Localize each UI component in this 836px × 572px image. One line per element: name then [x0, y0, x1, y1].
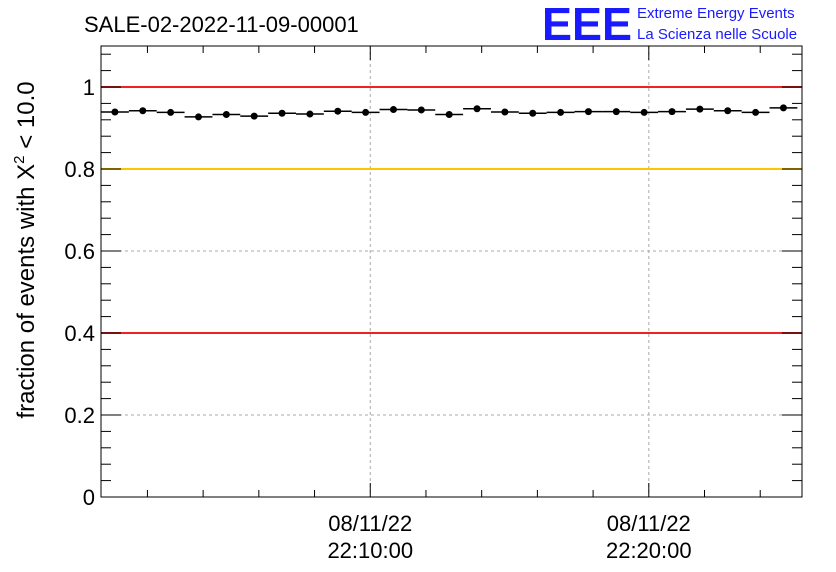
data-point-marker	[139, 107, 147, 115]
y-tick-label: 0.8	[64, 157, 95, 182]
data-point	[128, 107, 157, 115]
y-axis-title-prefix: fraction of events with	[13, 180, 40, 419]
x-tick-label-time: 22:20:00	[606, 538, 692, 563]
data-point-marker	[306, 110, 314, 118]
plot-frame	[100, 45, 803, 498]
x-tick-label-date: 08/11/22	[328, 511, 412, 536]
data-point-marker	[278, 109, 286, 117]
data-point	[463, 105, 491, 113]
y-axis-title: fraction of events with X2 < 10.0	[11, 81, 40, 418]
data-point-marker	[250, 112, 258, 120]
data-point-marker	[557, 108, 565, 116]
y-tick-label: 0.4	[64, 321, 95, 346]
data-point-marker	[501, 108, 509, 116]
y-tick-label: 0.6	[64, 239, 95, 264]
data-point-marker	[334, 107, 342, 115]
data-point	[323, 107, 352, 115]
x-tick-label-date: 08/11/22	[607, 511, 691, 536]
data-point	[212, 110, 241, 118]
data-point	[630, 108, 659, 116]
data-point	[240, 112, 269, 120]
data-point	[741, 108, 770, 116]
data-point	[713, 107, 742, 115]
data-point-marker	[752, 108, 760, 116]
logo-mark: EEE	[542, 0, 632, 50]
axis-ticks	[101, 46, 802, 498]
data-point	[351, 108, 380, 116]
chart-title: SALE-02-2022-11-09-00001	[84, 12, 359, 37]
data-point	[546, 108, 575, 116]
data-point-marker	[389, 106, 397, 114]
y-axis-title-superscript: 2	[11, 155, 28, 163]
data-point-marker	[222, 110, 230, 118]
data-point	[602, 108, 631, 116]
data-points	[101, 104, 798, 121]
data-point-marker	[194, 113, 202, 121]
reference-lines	[101, 86, 802, 334]
y-tick-label: 1	[83, 75, 95, 100]
data-point-marker	[417, 106, 425, 114]
data-point-marker	[779, 104, 787, 112]
y-tick-label: 0.2	[64, 403, 95, 428]
data-point-marker	[473, 105, 481, 113]
data-point-marker	[668, 108, 676, 116]
data-point	[295, 110, 324, 118]
data-point	[490, 108, 519, 116]
y-tick-labels: 0 0.2 0.4 0.6 0.8 1	[64, 75, 95, 510]
data-point-marker	[696, 105, 704, 113]
data-point-marker	[724, 107, 732, 115]
data-point	[658, 108, 686, 116]
data-point	[156, 108, 185, 116]
y-axis-title-suffix: < 10.0	[13, 81, 40, 155]
data-point	[407, 106, 436, 114]
data-point	[268, 109, 296, 117]
data-point	[518, 109, 547, 117]
y-axis-title-symbol: X	[13, 164, 40, 180]
data-point	[184, 113, 213, 121]
data-point	[379, 106, 408, 114]
data-point-marker	[445, 110, 453, 118]
data-point-marker	[640, 108, 648, 116]
data-point-marker	[612, 108, 620, 116]
data-point-marker	[362, 108, 370, 116]
logo-line-1: Extreme Energy Events	[637, 5, 795, 22]
data-point-marker	[529, 109, 537, 117]
eee-logo: EEE Extreme Energy Events La Scienza nel…	[542, 0, 797, 50]
data-point	[685, 105, 714, 113]
data-point-marker	[167, 108, 175, 116]
data-point	[101, 108, 129, 116]
data-point	[769, 104, 798, 112]
data-point-marker	[111, 108, 119, 116]
x-tick-label-time: 22:10:00	[327, 538, 413, 563]
data-point	[574, 108, 603, 116]
data-point	[435, 110, 464, 118]
y-tick-label: 0	[83, 485, 95, 510]
logo-line-2: La Scienza nelle Scuole	[637, 26, 797, 43]
data-point-marker	[584, 108, 592, 116]
